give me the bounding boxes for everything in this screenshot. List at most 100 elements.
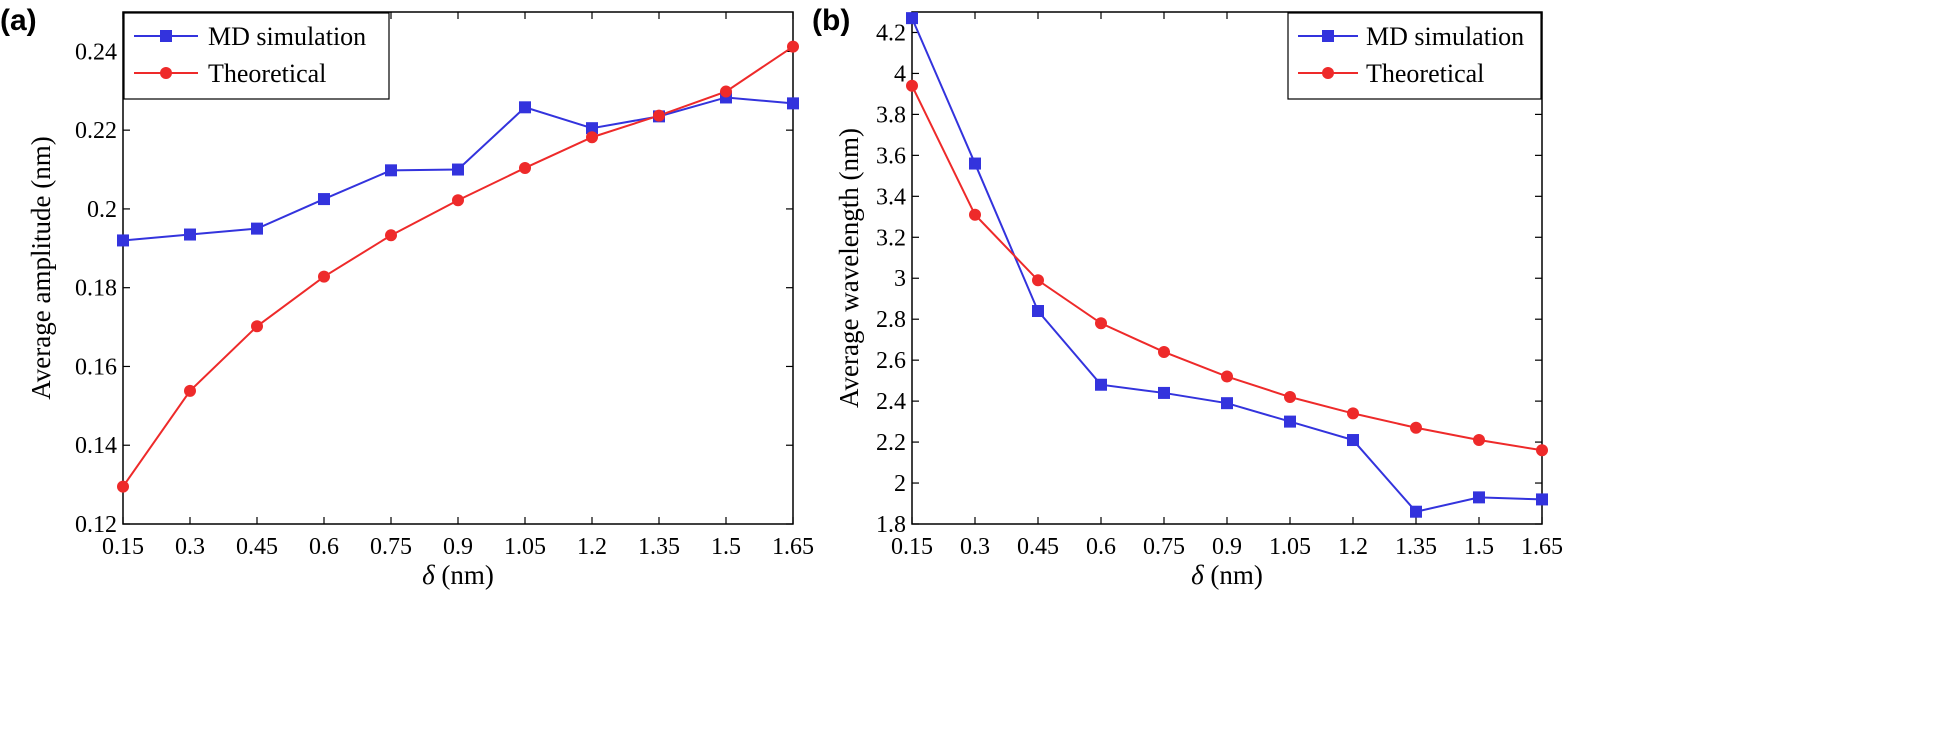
legend-label-theory-a: Theoretical: [208, 59, 326, 88]
legend-box-a: [123, 12, 390, 100]
x-axis-symbol-b: δ: [1191, 560, 1204, 590]
x-tick-label: 1.2: [1338, 534, 1368, 560]
y-tick-label: 4: [894, 61, 906, 87]
theoretical-point: [906, 79, 918, 92]
y-tick-label: 0.16: [75, 354, 117, 380]
x-tick-label: 1.65: [772, 534, 814, 560]
md-point: [1284, 415, 1296, 428]
x-axis-label-a: δ (nm): [422, 560, 494, 590]
legend-label-theory-b: Theoretical: [1366, 59, 1484, 88]
md-point: [452, 163, 464, 176]
x-tick-label: 0.75: [370, 534, 412, 560]
md-point: [1347, 434, 1359, 447]
md-point: [906, 12, 918, 25]
legend-box-b: [1287, 12, 1542, 100]
md-point: [117, 234, 129, 247]
y-tick-label: 2.6: [876, 348, 906, 374]
y-tick-label: 0.22: [75, 118, 117, 144]
series-line-theoretical: [122, 45, 794, 488]
md-point: [1158, 386, 1170, 399]
theoretical-point: [1410, 421, 1422, 434]
x-tick-label: 1.05: [1269, 534, 1311, 560]
md-point: [1536, 493, 1548, 506]
theoretical-point: [1158, 345, 1170, 358]
md-point: [1410, 505, 1422, 518]
x-tick-label: 0.9: [1212, 534, 1242, 560]
y-axis-label-a: Average amplitude (nm): [26, 136, 56, 399]
theoretical-point: [586, 131, 598, 144]
theoretical-point: [519, 161, 531, 174]
theoretical-point: [969, 208, 981, 221]
y-tick-label: 3.2: [876, 225, 906, 251]
theoretical-point: [653, 109, 665, 122]
x-tick-label: 1.5: [1464, 534, 1494, 560]
md-point: [251, 222, 263, 235]
theoretical-point: [1095, 317, 1107, 330]
md-point: [1473, 491, 1485, 504]
y-tick-label: 0.14: [75, 433, 117, 459]
y-tick-label: 2.4: [876, 389, 906, 415]
md-point: [1095, 378, 1107, 391]
md-point: [787, 97, 799, 110]
x-tick-label: 0.15: [891, 534, 933, 560]
legend-a: MD simulation Theoretical: [123, 12, 390, 100]
x-tick-label: 1.35: [1395, 534, 1437, 560]
theoretical-point: [1536, 444, 1548, 457]
y-tick-label: 1.8: [876, 512, 906, 538]
y-tick-label: 3.6: [876, 143, 906, 169]
x-axis-label-b: δ (nm): [1191, 560, 1263, 590]
theoretical-point: [720, 85, 732, 98]
x-axis-unit-b: (nm): [1204, 560, 1263, 590]
theoretical-point: [1221, 370, 1233, 383]
x-tick-label: 1.65: [1521, 534, 1563, 560]
x-tick-label: 1.05: [504, 534, 546, 560]
x-tick-label: 0.15: [102, 534, 144, 560]
theoretical-point: [117, 480, 129, 493]
x-axis-symbol-a: δ: [422, 560, 435, 590]
md-point: [385, 164, 397, 177]
y-tick-label: 0.2: [87, 197, 117, 223]
md-point: [184, 228, 196, 241]
theoretical-point: [1284, 391, 1296, 404]
y-tick-label: 4.2: [876, 20, 906, 46]
panel-a-label: (a): [0, 4, 37, 37]
theoretical-point: [385, 229, 397, 242]
theoretical-point: [787, 40, 799, 53]
y-tick-label: 3.8: [876, 102, 906, 128]
y-tick-label: 3.4: [876, 184, 906, 210]
series-line-theoretical: [911, 85, 1543, 452]
theoretical-point: [318, 270, 330, 283]
x-tick-label: 0.6: [1086, 534, 1116, 560]
theoretical-point: [251, 320, 263, 333]
md-point: [1032, 305, 1044, 318]
theoretical-point: [1032, 274, 1044, 287]
y-axis-label-b: Average wavelength (nm): [834, 128, 864, 408]
y-tick-label: 2.8: [876, 307, 906, 333]
y-tick-label: 3: [894, 266, 906, 292]
x-tick-label: 1.35: [638, 534, 680, 560]
legend-marker-md-b: [1322, 30, 1334, 42]
x-tick-label: 0.45: [1017, 534, 1059, 560]
md-point: [1221, 397, 1233, 410]
legend-marker-md-a: [160, 30, 172, 42]
y-tick-label: 2: [894, 471, 906, 497]
x-tick-label: 0.45: [236, 534, 278, 560]
y-tick-label: 0.18: [75, 276, 117, 302]
md-point: [318, 193, 330, 206]
legend-b: MD simulation Theoretical: [1287, 12, 1542, 100]
legend-marker-theory-a: [160, 67, 172, 79]
x-axis-unit-a: (nm): [435, 560, 494, 590]
x-tick-label: 0.6: [309, 534, 339, 560]
theoretical-point: [184, 384, 196, 397]
x-tick-label: 0.3: [960, 534, 990, 560]
panel-b-label: (b): [812, 4, 850, 37]
legend-label-md-a: MD simulation: [208, 22, 366, 51]
theoretical-point: [1473, 434, 1485, 447]
x-tick-label: 0.3: [175, 534, 205, 560]
x-tick-label: 0.75: [1143, 534, 1185, 560]
y-tick-label: 0.24: [75, 39, 117, 65]
theoretical-point: [452, 194, 464, 207]
md-point: [519, 101, 531, 114]
legend-label-md-b: MD simulation: [1366, 22, 1524, 51]
